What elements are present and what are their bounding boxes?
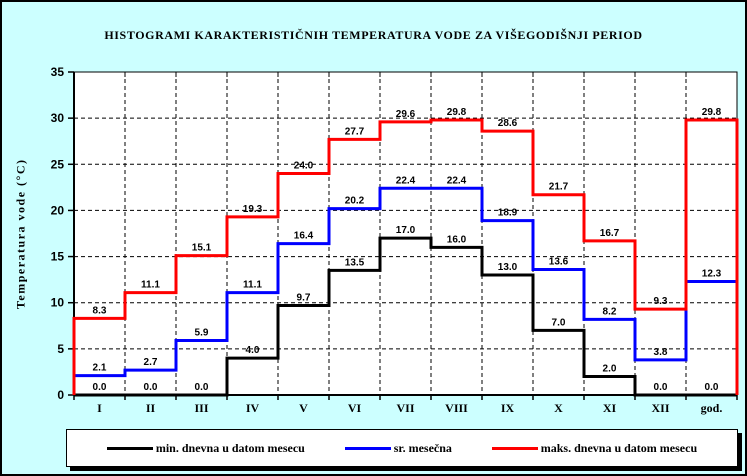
y-tick-label: 25 <box>51 157 65 171</box>
value-label: 0.0 <box>195 382 209 393</box>
mean-line-swatch <box>344 446 391 450</box>
legend-item-max: maks. dnevna u datom mesecu <box>491 440 698 456</box>
value-label: 20.2 <box>345 196 365 207</box>
value-label: 24.0 <box>294 161 314 172</box>
value-label: 0.0 <box>144 382 158 393</box>
x-tick-label-XI: XI <box>603 401 617 415</box>
value-label: 4.0 <box>246 345 260 356</box>
value-label: 27.7 <box>345 126 365 137</box>
value-label: 2.0 <box>603 364 617 375</box>
value-label: 13.0 <box>498 262 518 273</box>
value-label: 7.0 <box>552 317 566 328</box>
value-label: 29.8 <box>702 107 722 118</box>
legend-label-mean: sr. mesečna <box>393 440 452 455</box>
x-tick-label-III: III <box>194 401 208 415</box>
x-tick-label-I: I <box>97 401 102 415</box>
min-line-swatch <box>106 446 153 450</box>
value-labels: 0.0 0.0 0.0 4.0 9.7 13.5 17.0 16.0 13.0 7.0 2.0 0.0… <box>93 107 722 393</box>
x-tick-label-XII: XII <box>651 401 669 415</box>
x-tick-label-II: II <box>146 401 156 415</box>
y-tick-label: 10 <box>51 296 65 310</box>
x-tick-label-VI: VI <box>348 401 362 415</box>
value-label: 16.7 <box>600 228 620 239</box>
value-label: 12.3 <box>702 268 722 279</box>
value-label: 15.1 <box>192 243 212 254</box>
x-tick-label-V: V <box>299 401 308 415</box>
legend-label-max: maks. dnevna u datom mesecu <box>540 440 698 455</box>
x-tick-label-IV: IV <box>246 401 260 415</box>
value-label: 2.7 <box>144 357 158 368</box>
chart-title: HISTOGRAMI KARAKTERISTIČNIH TEMPERATURA … <box>104 28 643 42</box>
value-label: 19.3 <box>243 204 263 215</box>
series-line-1 <box>72 186 739 395</box>
value-label: 11.1 <box>141 280 160 291</box>
legend-item-mean: sr. mesečna <box>344 440 452 456</box>
value-label: 0.0 <box>93 382 107 393</box>
value-label: 2.1 <box>93 363 107 374</box>
value-label: 3.8 <box>654 347 668 358</box>
x-tick-label-god.: god. <box>701 401 723 415</box>
value-label: 5.9 <box>195 328 209 339</box>
max-line-swatch <box>491 446 538 450</box>
value-label: 16.4 <box>294 231 314 242</box>
x-tick-label-X: X <box>554 401 563 415</box>
value-label: 8.3 <box>93 305 107 316</box>
series-line-2 <box>72 118 739 395</box>
y-tick-label: 30 <box>51 111 65 125</box>
value-label: 21.7 <box>549 182 569 193</box>
value-label: 18.9 <box>498 208 518 219</box>
y-tick-label: 0 <box>57 388 64 402</box>
value-label: 9.7 <box>297 292 311 303</box>
legend: min. dnevna u datom mesecu sr. mesečna m… <box>66 429 738 467</box>
value-label: 8.2 <box>603 306 617 317</box>
legend-item-min: min. dnevna u datom mesecu <box>106 440 305 456</box>
value-label: 13.6 <box>549 256 569 267</box>
x-tick-label-VII: VII <box>396 401 414 415</box>
value-label: 11.1 <box>243 280 262 291</box>
value-label: 16.0 <box>447 234 467 245</box>
y-tick-label: 35 <box>51 65 65 79</box>
series-line-0 <box>74 236 737 397</box>
value-label: 22.4 <box>447 175 467 186</box>
value-label: 0.0 <box>705 382 719 393</box>
value-label: 13.5 <box>345 257 365 268</box>
value-label: 0.0 <box>654 382 668 393</box>
y-tick-label: 15 <box>51 250 65 264</box>
value-label: 22.4 <box>396 175 416 186</box>
value-label: 17.0 <box>396 225 416 236</box>
y-tick-label: 5 <box>57 342 64 356</box>
value-label: 29.6 <box>396 109 416 120</box>
value-label: 29.8 <box>447 107 467 118</box>
y-tick-label: 20 <box>51 203 65 217</box>
value-label: 28.6 <box>498 118 518 129</box>
legend-label-min: min. dnevna u datom mesecu <box>155 440 305 455</box>
x-tick-label-VIII: VIII <box>445 401 468 415</box>
value-label: 9.3 <box>654 296 668 307</box>
x-tick-label-IX: IX <box>501 401 515 415</box>
